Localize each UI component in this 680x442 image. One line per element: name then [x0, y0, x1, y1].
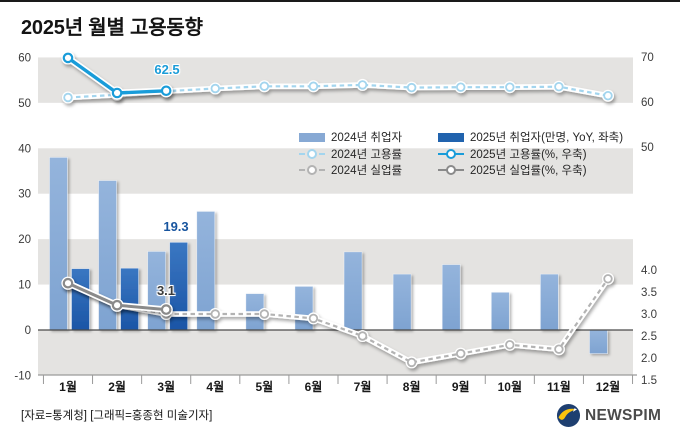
legend-label: 2024년 취업자	[331, 132, 403, 145]
legend-item-employed-2024: 2024년 취업자	[299, 129, 438, 145]
svg-text:70: 70	[641, 52, 654, 64]
legend-swatch-line	[438, 148, 464, 159]
newspim-logo-text: NEWSPIM	[585, 406, 662, 424]
legend-row: 2024년 실업률 2025년 실업률(%, 우축)	[299, 162, 623, 179]
annotation-unemp-rate-2025-mar: 3.1	[156, 283, 176, 298]
legend-label: 2025년 실업률(%, 우축)	[470, 165, 587, 178]
svg-text:12월: 12월	[596, 379, 620, 394]
page-title: 2025년 월별 고용동향	[21, 17, 203, 39]
legend-item-emp-rate-2024: 2024년 고용률	[299, 146, 438, 162]
svg-text:50: 50	[18, 98, 31, 110]
legend-swatch-bar	[438, 132, 464, 142]
legend-label: 2024년 실업률	[331, 165, 403, 178]
newspim-logo: NEWSPIM	[556, 403, 661, 428]
svg-text:1.5: 1.5	[641, 375, 657, 387]
legend-item-emp-rate-2025: 2025년 고용률(%, 우축)	[438, 146, 587, 162]
svg-text:50: 50	[641, 142, 654, 154]
legend-row: 2024년 고용률 2025년 고용률(%, 우축)	[299, 146, 623, 163]
legend-label: 2025년 취업자(만명, YoY, 좌축)	[470, 132, 624, 145]
svg-text:11월: 11월	[547, 379, 571, 394]
legend-swatch-bar	[299, 132, 325, 142]
svg-text:1월: 1월	[59, 379, 77, 394]
svg-text:20: 20	[18, 234, 31, 246]
svg-text:60: 60	[18, 52, 31, 64]
svg-text:40: 40	[18, 143, 31, 155]
svg-text:4월: 4월	[206, 379, 224, 394]
annotation-employed-2025-mar: 19.3	[163, 219, 189, 234]
svg-text:7월: 7월	[354, 379, 372, 394]
svg-text:8월: 8월	[403, 379, 421, 394]
legend-item-employed-2025: 2025년 취업자(만명, YoY, 좌축)	[438, 129, 623, 145]
svg-text:60: 60	[641, 97, 654, 109]
annotation-emp-rate-2025-mar: 62.5	[154, 62, 180, 77]
svg-text:30: 30	[18, 189, 31, 201]
legend: 2024년 취업자 2025년 취업자(만명, YoY, 좌축) 2024년 고용률…	[299, 129, 623, 179]
svg-text:3.5: 3.5	[641, 287, 657, 299]
legend-row: 2024년 취업자 2025년 취업자(만명, YoY, 좌축)	[299, 129, 623, 146]
svg-text:-10: -10	[14, 370, 31, 382]
svg-text:2월: 2월	[108, 379, 126, 394]
source-credit: [자료=통계청] [그래픽=홍종현 미술기자]	[21, 410, 213, 422]
legend-swatch-line	[299, 165, 325, 176]
top-rule	[0, 0, 680, 2]
svg-text:6월: 6월	[305, 379, 323, 394]
svg-text:4.0: 4.0	[641, 265, 657, 277]
newspim-logo-icon	[556, 403, 581, 428]
svg-text:0: 0	[25, 325, 31, 337]
legend-item-unemp-rate-2025: 2025년 실업률(%, 우축)	[438, 162, 587, 178]
svg-text:2.0: 2.0	[641, 353, 657, 365]
svg-text:10월: 10월	[498, 379, 522, 394]
legend-item-unemp-rate-2024: 2024년 실업률	[299, 162, 438, 178]
svg-text:10: 10	[18, 280, 31, 292]
svg-text:3.0: 3.0	[641, 309, 657, 321]
svg-text:9월: 9월	[452, 379, 470, 394]
legend-swatch-line	[438, 165, 464, 176]
legend-swatch-line	[299, 148, 325, 159]
svg-text:5월: 5월	[256, 379, 274, 394]
svg-text:2.5: 2.5	[641, 331, 657, 343]
svg-text:3월: 3월	[157, 379, 175, 394]
legend-label: 2024년 고용률	[331, 148, 403, 161]
legend-label: 2025년 고용률(%, 우축)	[470, 148, 587, 161]
